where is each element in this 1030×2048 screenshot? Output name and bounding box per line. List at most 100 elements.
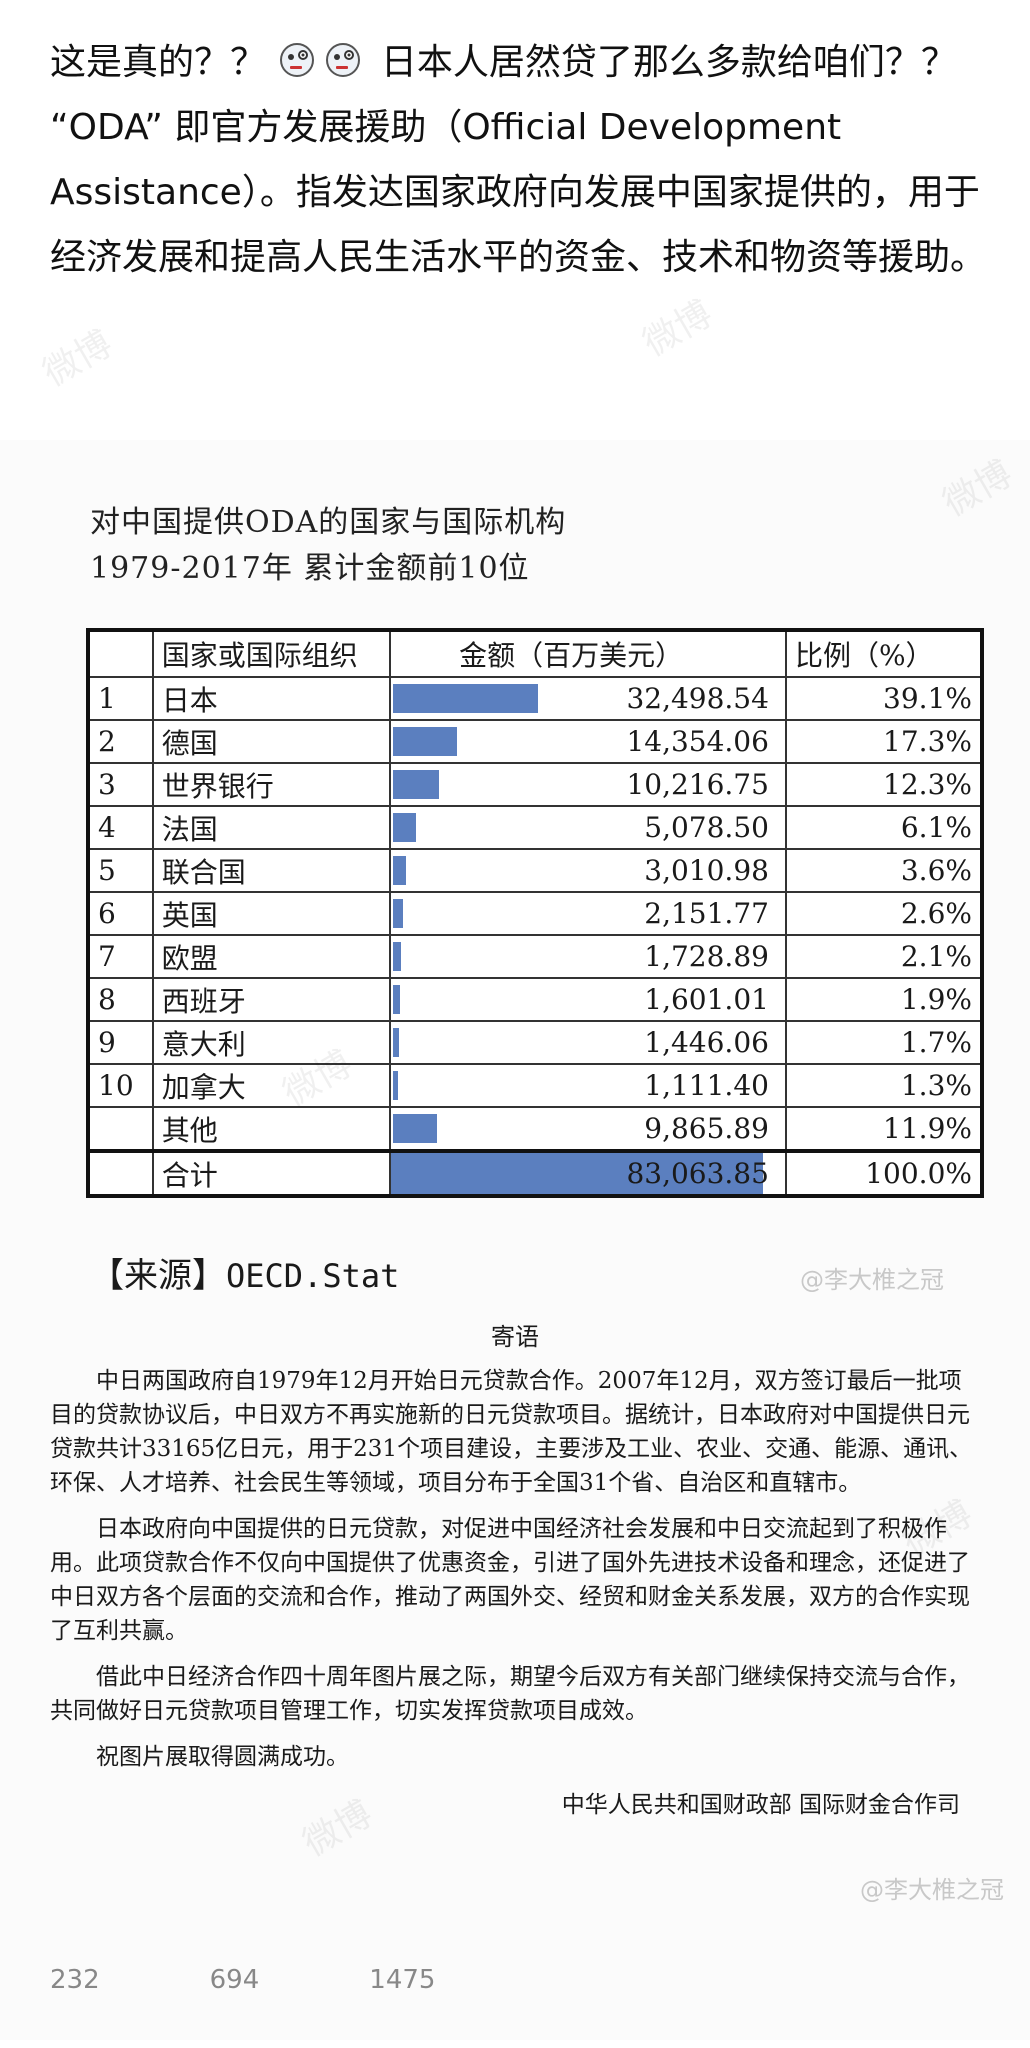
table-row: 4 法国 5,078.50 6.1% (87, 805, 984, 850)
table-row: 2 德国 14,354.06 17.3% (87, 719, 984, 764)
row-rank: 10 (87, 1063, 154, 1108)
row-pct: 17.3% (784, 719, 984, 764)
amount-bar (393, 1028, 400, 1057)
amount-value: 2,151.77 (644, 897, 769, 930)
watermark-brand: 微博 (36, 323, 120, 395)
letter-paragraph-1: 中日两国政府自1979年12月开始日元贷款合作。2007年12月，双方签订最后一… (50, 1368, 973, 1496)
amount-bar (393, 985, 401, 1014)
row-amount: 2,151.77 (389, 891, 787, 936)
row-name: 法国 (151, 805, 392, 850)
amount-value: 32,498.54 (626, 682, 769, 715)
row-name: 日本 (151, 676, 392, 721)
letter: 寄语 中日两国政府自1979年12月开始日元贷款合作。2007年12月，双方签订… (50, 1320, 980, 1822)
amount-value: 14,354.06 (626, 725, 769, 758)
row-amount: 32,498.54 (389, 676, 787, 721)
chart-title: 对中国提供ODA的国家与国际机构 1979-2017年 累计金额前10位 (90, 500, 566, 592)
post-body: 这是真的？？ 日本人居然贷了那么多款给咱们？？ “ODA” 即官方发展援助（Of… (50, 30, 990, 290)
letter-paragraph-2: 日本政府向中国提供的日元贷款，对促进中国经济社会发展和中日交流起到了积极作用。此… (50, 1516, 970, 1644)
row-name: 合计 (151, 1149, 392, 1197)
row-rank: 6 (87, 891, 154, 936)
row-rank: 5 (87, 848, 154, 893)
table-total-row: 合计 83,063.85 100.0% (87, 1149, 984, 1197)
row-name: 加拿大 (151, 1063, 392, 1108)
amount-bar (393, 770, 440, 799)
watermark-handle: @李大椎之冠 (800, 1266, 944, 1294)
row-rank: 9 (87, 1020, 154, 1065)
amount-bar (393, 899, 404, 928)
amount-bar (393, 942, 402, 971)
row-pct: 12.3% (784, 762, 984, 807)
row-pct: 1.9% (784, 977, 984, 1022)
amount-value: 1,111.40 (644, 1069, 769, 1102)
row-pct: 2.6% (784, 891, 984, 936)
post-line2: “ODA” 即官方发展援助（Official Development Assis… (50, 107, 987, 278)
post-line1: 这是真的？？ (50, 42, 267, 83)
row-name: 英国 (151, 891, 392, 936)
row-name: 联合国 (151, 848, 392, 893)
row-rank (87, 1106, 154, 1152)
amount-value: 1,728.89 (644, 940, 769, 973)
chart-title-line2: 1979-2017年 累计金额前10位 (90, 551, 530, 586)
comment-count[interactable]: 694 (209, 1965, 260, 1995)
amount-value: 3,010.98 (644, 854, 769, 887)
amount-bar (393, 856, 407, 885)
table-row: 3 世界银行 10,216.75 12.3% (87, 762, 984, 807)
header-amount: 金额（百万美元） (389, 629, 787, 678)
table-body: 1 日本 32,498.54 39.1% 2 德国 14,354.06 17.3% 3 世界银行 1… (87, 676, 984, 1197)
header-amount-label: 金额（百万美元） (459, 639, 684, 672)
row-name: 意大利 (151, 1020, 392, 1065)
amount-value: 5,078.50 (644, 811, 769, 844)
source-label: 【来源】 (90, 1256, 226, 1296)
amount-value: 83,063.85 (626, 1157, 769, 1190)
amount-value: 1,446.06 (644, 1026, 769, 1059)
thinking-face-icon (326, 43, 361, 77)
row-amount: 1,601.01 (389, 977, 787, 1022)
header-name: 国家或国际组织 (151, 629, 392, 678)
row-pct: 6.1% (784, 805, 984, 850)
amount-bar (393, 727, 458, 756)
watermark-handle-2: @李大椎之冠 (860, 1876, 1004, 1904)
amount-bar (391, 1153, 764, 1194)
row-amount: 9,865.89 (389, 1106, 787, 1152)
row-pct: 1.7% (784, 1020, 984, 1065)
table-row: 1 日本 32,498.54 39.1% (87, 676, 984, 721)
amount-bar (393, 1114, 438, 1143)
source-note: 【来源】OECD.Stat (90, 1248, 399, 1297)
row-amount: 10,216.75 (389, 762, 787, 807)
letter-heading: 寄语 (491, 1323, 539, 1351)
header-pct: 比例（%） (784, 629, 984, 678)
table-row: 6 英国 2,151.77 2.6% (87, 891, 984, 936)
oda-table: 国家或国际组织 金额（百万美元） 比例（%） 1 日本 32,498.54 39.1%… (86, 628, 984, 1198)
row-pct: 2.1% (784, 934, 984, 979)
row-amount: 3,010.98 (389, 848, 787, 893)
row-rank: 3 (87, 762, 154, 807)
letter-paragraph-3: 借此中日经济合作四十周年图片展之际，期望今后双方有关部门继续保持交流与合作，共同… (50, 1664, 970, 1724)
table-row: 10 加拿大 1,111.40 1.3% (87, 1063, 984, 1108)
action-bar: 232 694 1475 (50, 1965, 435, 1995)
row-amount: 5,078.50 (389, 805, 787, 850)
like-count[interactable]: 1475 (369, 1965, 436, 1995)
row-pct: 11.9% (784, 1106, 984, 1152)
row-amount: 14,354.06 (389, 719, 787, 764)
row-name: 欧盟 (151, 934, 392, 979)
chart-title-line1: 对中国提供ODA的国家与国际机构 (90, 505, 567, 540)
row-amount: 1,446.06 (389, 1020, 787, 1065)
table-row: 5 联合国 3,010.98 3.6% (87, 848, 984, 893)
table-row: 8 西班牙 1,601.01 1.9% (87, 977, 984, 1022)
row-name: 德国 (151, 719, 392, 764)
amount-value: 9,865.89 (644, 1112, 769, 1145)
row-name: 世界银行 (151, 762, 392, 807)
thinking-face-icon (280, 43, 315, 77)
amount-value: 1,601.01 (644, 983, 769, 1016)
repost-count[interactable]: 232 (50, 1965, 100, 1995)
table-row: 7 欧盟 1,728.89 2.1% (87, 934, 984, 979)
row-name: 西班牙 (151, 977, 392, 1022)
row-amount: 83,063.85 (389, 1149, 787, 1197)
amount-bar (393, 813, 417, 842)
row-name: 其他 (151, 1106, 392, 1152)
row-pct: 3.6% (784, 848, 984, 893)
row-rank: 1 (87, 676, 154, 721)
table-row: 9 意大利 1,446.06 1.7% (87, 1020, 984, 1065)
table-header-row: 国家或国际组织 金额（百万美元） 比例（%） (87, 629, 984, 678)
table-row: 其他 9,865.89 11.9% (87, 1106, 984, 1152)
